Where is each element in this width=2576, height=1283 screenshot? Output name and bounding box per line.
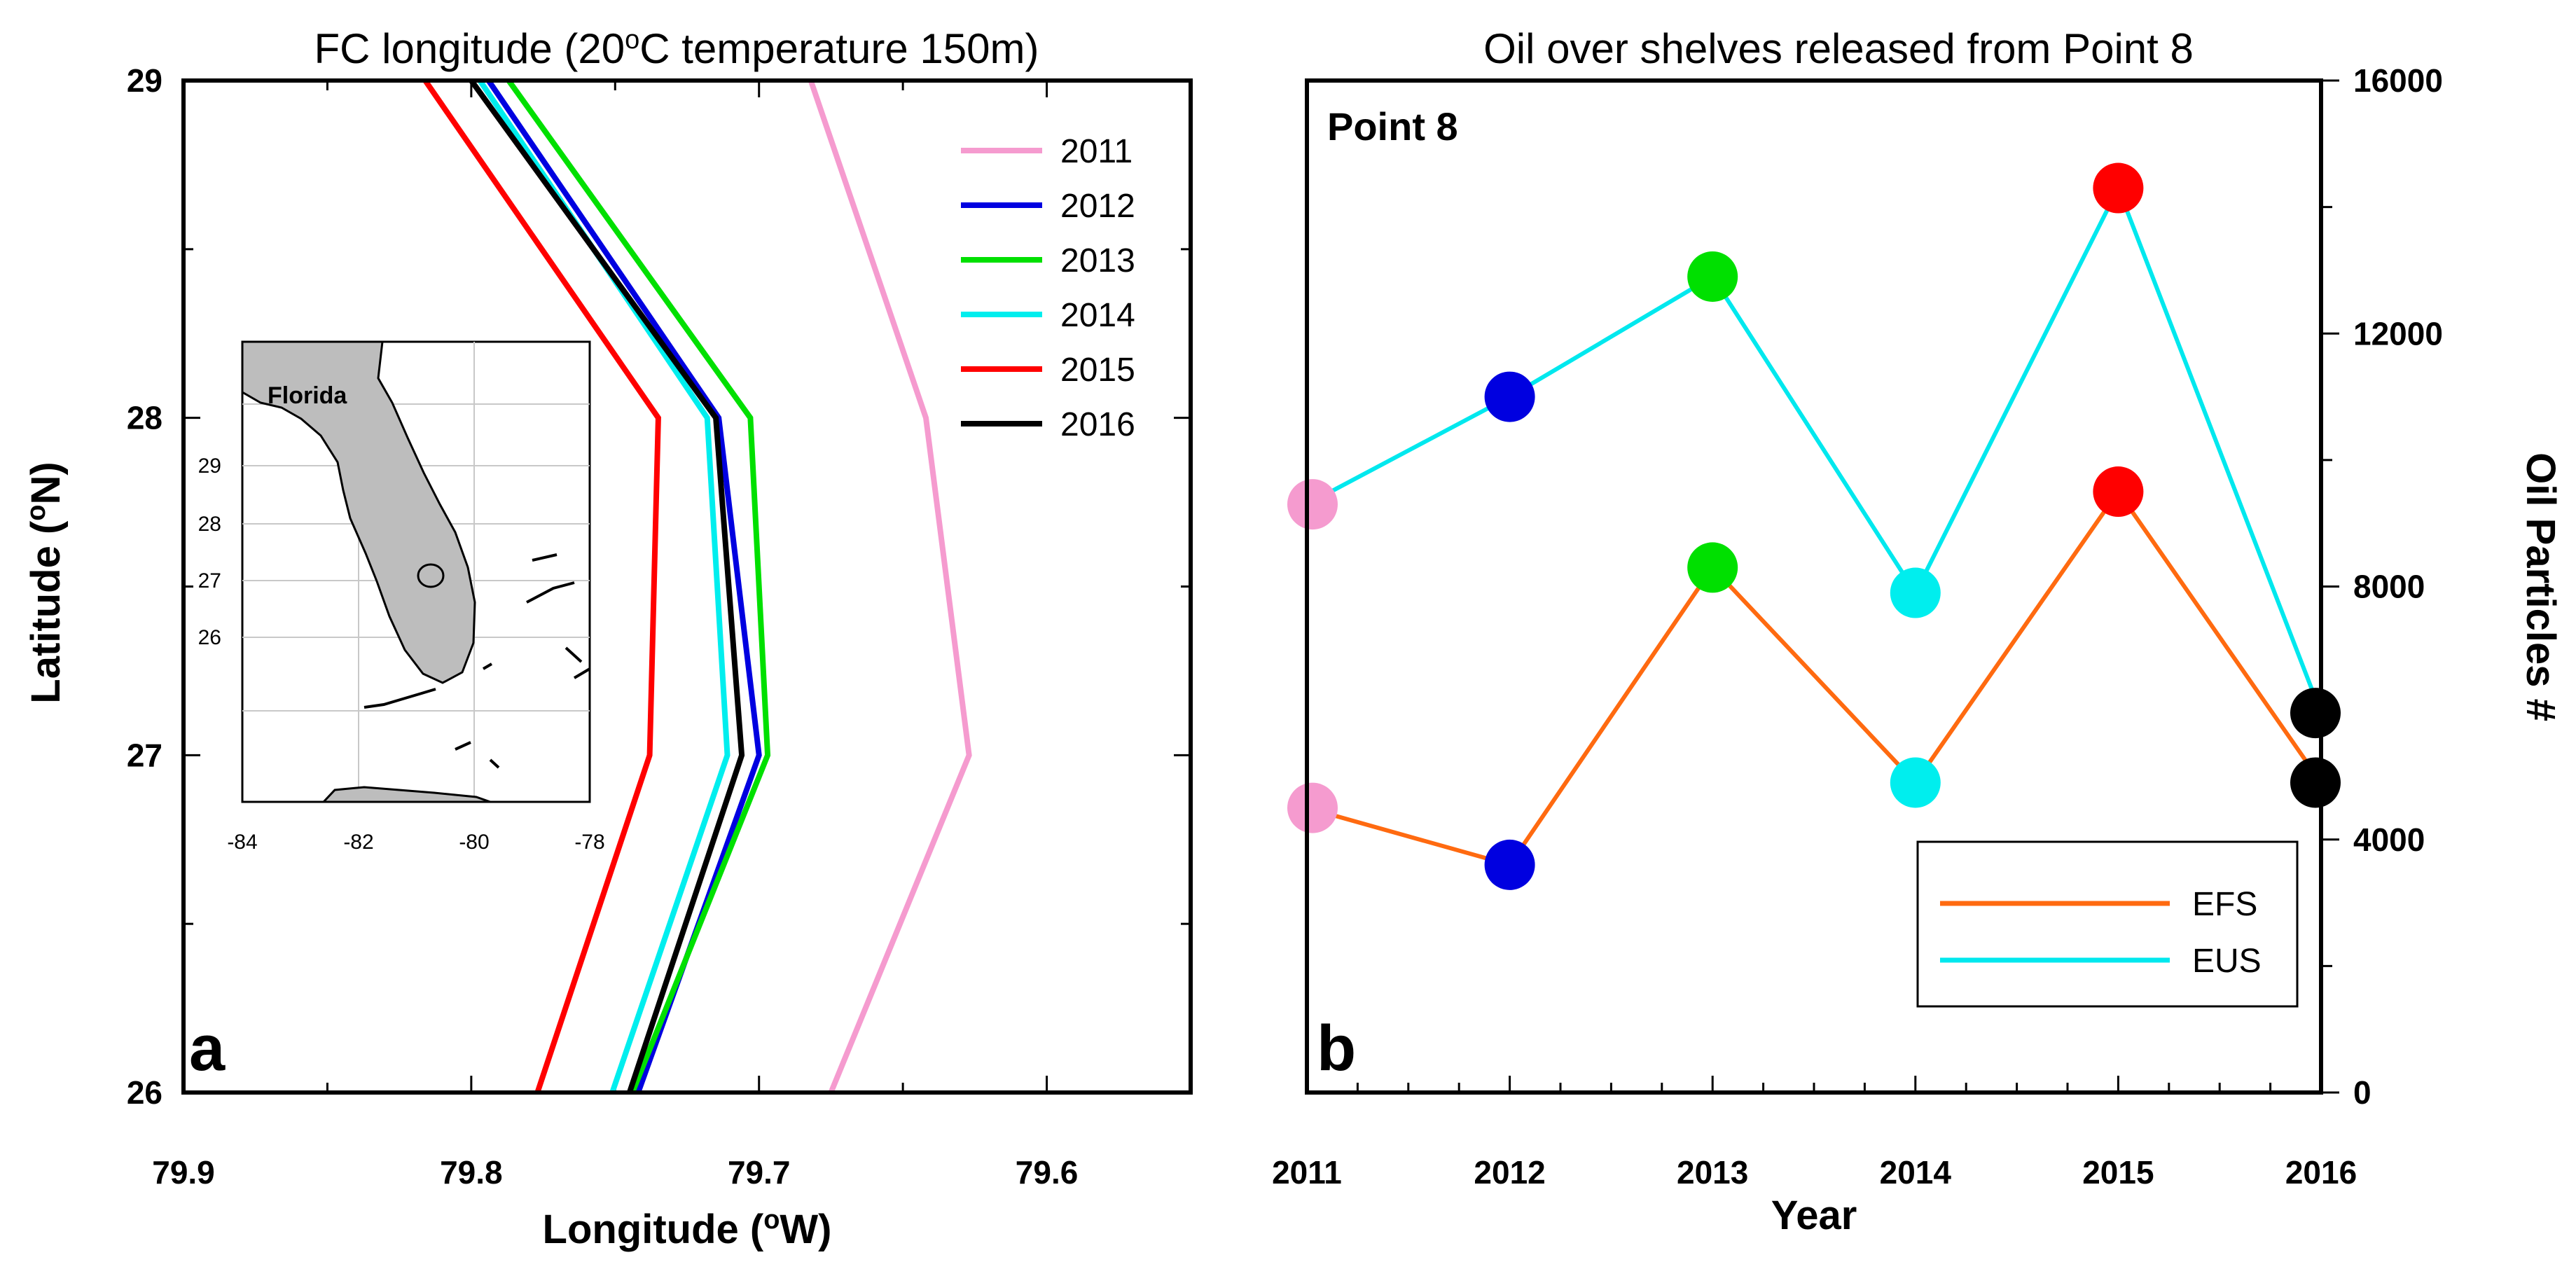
panel-b-x-tick-labels: 2011 2012 2013 2014 2015 2016 xyxy=(1272,1154,2357,1191)
legend-label-2013: 2013 xyxy=(1060,242,1135,279)
panel-b-plot-frame xyxy=(1305,78,2323,1095)
inset-y-tick-label: 27 xyxy=(198,569,221,592)
marker-EUS-2013 xyxy=(1687,251,1738,302)
panel-a-series-lines xyxy=(422,78,972,1094)
legend-label-EFS: EFS xyxy=(2192,886,2257,923)
x-tick-label: 2015 xyxy=(2082,1154,2154,1191)
y-tick-label: 28 xyxy=(127,400,162,436)
marker-EUS-2011 xyxy=(1287,479,1338,530)
marker-EFS-2016 xyxy=(2290,757,2341,808)
panel-b-label: b xyxy=(1317,1013,1356,1084)
x-tick-label: 79.8 xyxy=(440,1154,503,1191)
series-line-2011 xyxy=(808,79,972,1094)
inset-x-tick-label: -82 xyxy=(343,831,373,854)
series-line-2013 xyxy=(506,78,771,1094)
x-tick-label: 2011 xyxy=(1272,1154,1342,1191)
panel-b: Oil over shelves released from Point 8 2… xyxy=(1272,25,2563,1238)
x-tick-label: 79.6 xyxy=(1016,1154,1079,1191)
bahamas-islands xyxy=(455,553,591,769)
y-tick-label: 12000 xyxy=(2353,315,2443,352)
inset-x-tick-label: -84 xyxy=(227,831,257,854)
legend-label-2012: 2012 xyxy=(1060,188,1135,225)
inset-florida-label: Florida xyxy=(268,382,347,409)
x-tick-label: 2013 xyxy=(1677,1154,1748,1191)
panel-a-y-tick-labels: 26 27 28 29 xyxy=(127,62,162,1111)
marker-EFS-2013 xyxy=(1687,542,1738,593)
x-tick-label: 79.7 xyxy=(728,1154,791,1191)
marker-EFS-2011 xyxy=(1287,782,1338,833)
inset-y-tick-labels: 29 28 27 26 xyxy=(198,455,221,649)
inset-x-tick-label: -78 xyxy=(574,831,604,854)
panel-a-y-axis-label: Latitude (oN) xyxy=(22,462,69,703)
panel-b-legend-box xyxy=(1916,840,2299,1008)
panel-a-title: FC longitude (20oC temperature 150m) xyxy=(314,25,1039,72)
panel-a-x-axis-label: Longitude (oW) xyxy=(543,1205,832,1252)
y-tick-label: 0 xyxy=(2353,1074,2371,1111)
marker-EUS-2015 xyxy=(2093,162,2144,214)
inset-y-tick-label: 26 xyxy=(198,626,221,649)
inset-x-tick-label: -80 xyxy=(459,831,489,854)
legend-label-EUS: EUS xyxy=(2192,943,2262,980)
panel-b-series-lines xyxy=(1306,183,2323,868)
inset-y-tick-label: 29 xyxy=(198,455,221,478)
legend-label-2014: 2014 xyxy=(1060,297,1135,334)
y-tick-label: 16000 xyxy=(2353,62,2443,99)
panel-a-x-tick-labels: 79.9 79.8 79.7 79.6 xyxy=(152,1154,1078,1191)
legend-label-2016: 2016 xyxy=(1060,406,1135,443)
florida-keys xyxy=(363,688,436,709)
marker-EUS-2012 xyxy=(1484,371,1535,422)
y-tick-label: 4000 xyxy=(2353,821,2425,858)
lake-okeechobee xyxy=(417,563,445,588)
marker-EFS-2015 xyxy=(2093,466,2144,518)
legend-label-2015: 2015 xyxy=(1060,352,1135,389)
series-line-2015 xyxy=(422,78,661,1094)
x-tick-label: 2016 xyxy=(2285,1154,2357,1191)
panel-b-legend: EFS EUS xyxy=(1916,840,2299,1008)
florida-landmass xyxy=(241,340,476,684)
y-tick-label: 26 xyxy=(127,1074,162,1111)
marker-EUS-2014 xyxy=(1890,567,1941,618)
florida-inset-map: Florida -84 -82 -80 -78 29 28 27 26 xyxy=(198,340,605,854)
marker-EFS-2014 xyxy=(1890,757,1941,808)
series-line-EUS xyxy=(1306,183,2323,714)
inset-x-tick-labels: -84 -82 -80 -78 xyxy=(227,831,604,854)
series-line-EFS xyxy=(1306,487,2323,868)
panel-a: FC longitude (20oC temperature 150m) 79.… xyxy=(22,25,1193,1252)
panel-b-point-label: Point 8 xyxy=(1327,104,1458,148)
marker-EUS-2016 xyxy=(2290,688,2341,739)
panel-b-y-tick-labels: 0 4000 8000 12000 16000 xyxy=(2353,62,2443,1111)
panel-b-title: Oil over shelves released from Point 8 xyxy=(1483,25,2194,72)
series-line-2016 xyxy=(469,78,745,1094)
panel-a-label: a xyxy=(189,1013,226,1084)
x-tick-label: 2012 xyxy=(1474,1154,1545,1191)
x-tick-label: 79.9 xyxy=(152,1154,215,1191)
panel-b-y-axis-label: Oil Particles # xyxy=(2518,452,2563,721)
y-tick-label: 27 xyxy=(127,737,162,773)
cuba-coast xyxy=(321,786,491,803)
y-tick-label: 8000 xyxy=(2353,569,2425,605)
panel-a-plot-frame xyxy=(181,78,1193,1095)
marker-EFS-2012 xyxy=(1484,839,1535,890)
inset-y-tick-label: 28 xyxy=(198,513,221,536)
panel-b-x-axis-label: Year xyxy=(1771,1193,1857,1238)
y-tick-label: 29 xyxy=(127,62,162,99)
x-tick-label: 2014 xyxy=(1880,1154,1952,1191)
panel-b-markers xyxy=(1287,162,2341,890)
panel-a-legend: 2011 2012 2013 2014 2015 2016 xyxy=(961,133,1135,443)
legend-label-2011: 2011 xyxy=(1060,133,1133,170)
